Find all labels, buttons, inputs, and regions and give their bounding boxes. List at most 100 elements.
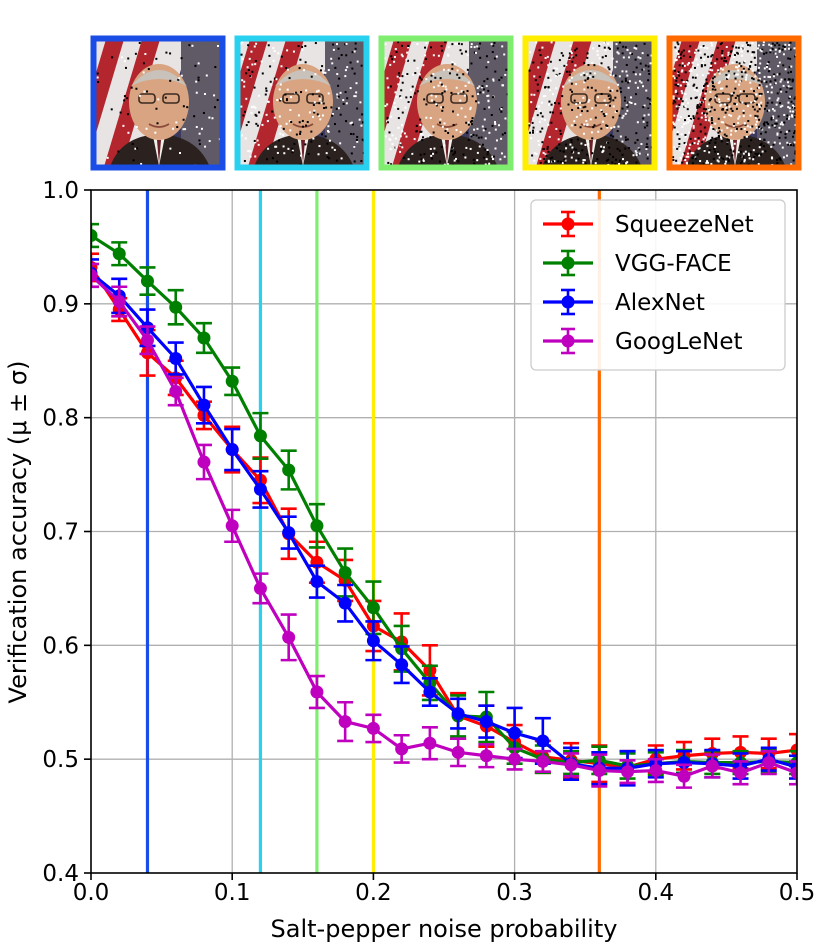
noise-pixel (397, 107, 400, 110)
noise-pixel (416, 43, 419, 46)
noise-pixel (626, 138, 629, 141)
noise-pixel (674, 89, 677, 92)
noise-pixel (648, 72, 651, 75)
noise-pixel (538, 109, 541, 112)
noise-pixel (484, 137, 487, 140)
noise-pixel (533, 75, 536, 78)
noise-pixel (749, 81, 752, 84)
noise-pixel (425, 42, 428, 45)
data-point (366, 721, 380, 735)
noise-pixel (701, 61, 704, 64)
portrait-hair (275, 70, 331, 86)
noise-pixel (546, 148, 549, 151)
noise-pixel (265, 113, 268, 116)
noise-pixel (571, 108, 574, 111)
noise-pixel (619, 159, 622, 162)
noise-pixel (301, 119, 304, 122)
noise-pixel (756, 153, 759, 156)
noise-pixel (703, 58, 706, 61)
noise-pixel (678, 56, 681, 59)
noise-pixel (399, 150, 402, 153)
noise-pixel (255, 114, 258, 117)
noise-pixel (674, 83, 677, 86)
noise-pixel (593, 72, 596, 75)
noise-pixel (548, 100, 551, 103)
data-point (479, 715, 493, 729)
legend-marker (561, 256, 575, 270)
noise-pixel (778, 50, 781, 53)
noise-pixel (344, 69, 347, 72)
noise-pixel (743, 160, 746, 163)
noise-pixel (770, 44, 773, 47)
noise-pixel (689, 55, 692, 58)
noise-pixel (749, 44, 752, 47)
noise-pixel (689, 143, 692, 146)
noise-pixel (738, 64, 741, 67)
noise-pixel (530, 101, 533, 104)
noise-pixel (645, 143, 648, 146)
noise-pixel (541, 115, 544, 118)
noise-pixel (188, 44, 191, 47)
noise-pixel (478, 85, 481, 88)
noise-pixel (302, 125, 305, 128)
noise-pixel (278, 115, 281, 118)
noise-pixel (432, 131, 435, 134)
noise-pixel (696, 142, 699, 145)
noise-pixel (288, 120, 291, 123)
noise-pixel (216, 44, 219, 47)
noise-pixel (456, 69, 459, 72)
noise-pixel (146, 90, 149, 93)
noise-pixel (586, 73, 589, 76)
noise-pixel (405, 58, 408, 61)
noise-pixel (710, 117, 713, 120)
noise-pixel (757, 125, 760, 128)
noise-pixel (740, 47, 743, 50)
noise-pixel (647, 65, 650, 68)
noise-pixel (303, 69, 306, 72)
noise-pixel (532, 129, 535, 132)
noise-pixel (423, 153, 426, 156)
noise-pixel (451, 163, 454, 165)
noise-pixel (499, 108, 502, 111)
portrait-glasses (426, 93, 444, 104)
noise-pixel (781, 146, 784, 149)
noise-pixel (694, 156, 697, 159)
noise-pixel (727, 98, 730, 101)
noise-pixel (420, 161, 423, 164)
noise-pixel (574, 123, 577, 126)
noise-pixel (704, 92, 707, 95)
noise-pixel (673, 77, 676, 80)
noise-pixel (491, 158, 494, 161)
noise-pixel (701, 141, 704, 144)
noise-pixel (697, 117, 700, 120)
noise-pixel (495, 55, 498, 58)
noise-pixel (720, 156, 723, 159)
noise-pixel (643, 114, 646, 117)
noise-pixel (732, 150, 735, 153)
noise-pixel (701, 74, 704, 77)
noise-pixel (758, 72, 761, 75)
noise-pixel (687, 83, 690, 86)
noise-pixel (443, 90, 446, 93)
noise-pixel (289, 108, 292, 111)
noise-pixel (609, 73, 612, 76)
noise-pixel (602, 149, 605, 152)
noise-pixel (475, 134, 478, 137)
noise-pixel (693, 83, 696, 86)
noise-pixel (625, 104, 628, 107)
noise-pixel (571, 146, 574, 149)
noise-pixel (618, 75, 621, 78)
noise-pixel (255, 122, 258, 125)
portrait-tie (301, 140, 305, 164)
noise-pixel (264, 93, 267, 96)
noise-pixel (697, 137, 700, 140)
thumbnail-border (666, 35, 802, 171)
noise-pixel (539, 130, 542, 133)
noise-pixel (435, 104, 438, 107)
noise-pixel (476, 151, 479, 154)
noise-pixel (554, 102, 557, 105)
noise-pixel (577, 107, 580, 110)
noise-pixel (592, 47, 595, 50)
noise-pixel (493, 41, 496, 44)
noise-pixel (419, 123, 422, 126)
